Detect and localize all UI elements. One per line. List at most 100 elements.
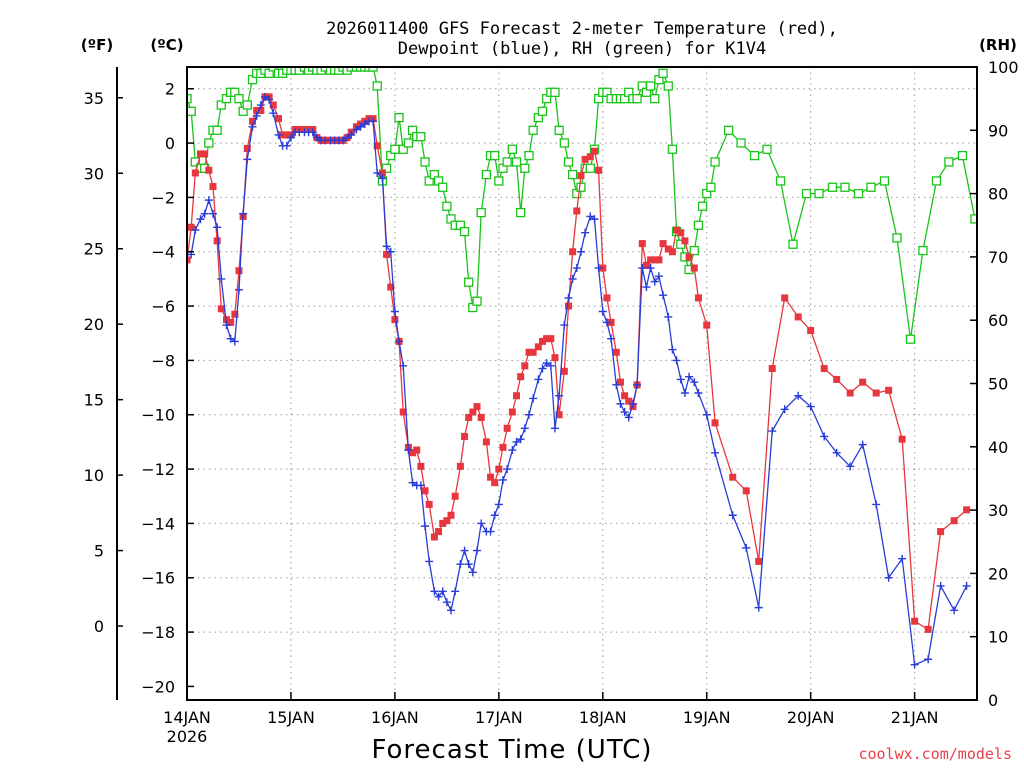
temperature-point <box>651 256 659 264</box>
dewpoint-point <box>568 274 577 283</box>
dewpoint-point <box>628 399 637 408</box>
temperature-point <box>482 438 490 446</box>
dewpoint-point <box>399 361 408 370</box>
dewpoint-point <box>477 519 486 528</box>
dewpoint-point <box>338 136 347 145</box>
rh-point <box>970 214 977 224</box>
dewpoint-point <box>382 242 391 251</box>
fahrenheit-tick-label: 0 <box>94 617 104 636</box>
fahrenheit-tick-label: 10 <box>84 466 104 485</box>
rh-point <box>645 81 656 91</box>
x-tick-label: 21JAN <box>891 708 939 727</box>
rh-point <box>689 245 699 256</box>
rh-point <box>403 138 414 148</box>
temperature-point <box>555 411 563 419</box>
dewpoint-point <box>378 174 387 183</box>
temperature-point <box>595 166 603 174</box>
dewpoint-point <box>646 264 655 273</box>
temperature-point <box>573 207 581 215</box>
temperature-point <box>655 256 663 264</box>
rh-point <box>944 157 954 167</box>
x-tick-label: 19JAN <box>683 708 731 727</box>
dewpoint-point <box>742 543 751 552</box>
rh-point <box>567 169 578 180</box>
dewpoint-point <box>430 587 439 596</box>
dewpoint-point <box>872 500 881 509</box>
rh-point <box>667 144 678 154</box>
rh-point <box>187 94 192 104</box>
temperature-point <box>391 316 399 324</box>
dewpoint-point <box>581 228 590 237</box>
celsius-tick-label: −4 <box>151 243 175 262</box>
temperature-point <box>517 373 525 381</box>
dewpoint-point <box>550 424 559 433</box>
series-layer <box>187 67 977 669</box>
temperature-point <box>187 223 195 231</box>
temperature-point <box>612 348 620 356</box>
rh-tick-label: 70 <box>988 248 1008 267</box>
temperature-point <box>487 473 495 481</box>
temperature-point <box>924 625 932 633</box>
dewpoint-point <box>690 378 699 387</box>
dewpoint-point <box>607 334 616 343</box>
dewpoint-point <box>464 560 473 569</box>
temperature-point <box>647 256 655 264</box>
dewpoint-point <box>598 307 607 316</box>
rh-point <box>663 81 673 91</box>
rh-point <box>840 182 850 192</box>
dewpoint-point <box>898 554 907 563</box>
dewpoint-point <box>962 581 971 590</box>
rh-point <box>524 150 534 161</box>
rh-point <box>632 94 642 104</box>
temperature-point <box>253 106 261 114</box>
temperature-point <box>191 169 199 177</box>
temperature-point <box>425 500 433 508</box>
temperature-point <box>755 557 763 565</box>
dewpoint-point <box>858 440 867 449</box>
celsius-tick-label: −16 <box>141 569 175 588</box>
dewpoint-point <box>239 209 248 218</box>
temperature-point <box>768 365 776 373</box>
dewpoint-point <box>468 568 477 577</box>
temperature-point <box>209 183 217 191</box>
temperature-point <box>625 397 633 405</box>
credit-label: coolwx.com/models <box>858 745 1012 763</box>
rh-series <box>187 67 977 344</box>
title-line-2: Dewpoint (blue), RH (green) for K1V4 <box>398 39 766 59</box>
temperature-point <box>807 327 815 335</box>
dewpoint-point <box>286 133 295 142</box>
dewpoint-point <box>451 587 460 596</box>
temperature-point <box>503 424 511 432</box>
x-tick-label: 17JAN <box>475 708 523 727</box>
dewpoint-point <box>846 462 855 471</box>
rh-point <box>576 182 586 192</box>
temperature-point <box>898 435 906 443</box>
dewpoint-point <box>546 361 555 370</box>
rh-point <box>827 182 838 192</box>
dewpoint-point <box>438 587 447 596</box>
rh-point <box>390 144 400 154</box>
dewpoint-point <box>668 345 677 354</box>
dewpoint-point <box>768 427 777 436</box>
temperature-point <box>469 408 477 416</box>
dewpoint-point <box>425 557 434 566</box>
dewpoint-point <box>308 128 317 137</box>
temperature-point <box>491 479 499 487</box>
dewpoint-point <box>794 391 803 400</box>
temperature-point <box>197 150 205 158</box>
dewpoint-point <box>832 448 841 457</box>
dewpoint-point <box>408 478 417 487</box>
dewpoint-point <box>664 312 673 321</box>
rh-point <box>190 157 200 167</box>
dewpoint-point <box>654 272 663 281</box>
rh-point <box>693 220 704 230</box>
temperature-point <box>477 413 485 421</box>
rh-point <box>905 334 916 344</box>
dewpoint-point <box>642 283 651 292</box>
dewpoint-point <box>490 511 499 520</box>
rh-tick-label: 60 <box>988 311 1008 330</box>
dewpoint-point <box>373 168 382 177</box>
dewpoint-point <box>702 410 711 419</box>
dewpoint-point <box>806 402 815 411</box>
